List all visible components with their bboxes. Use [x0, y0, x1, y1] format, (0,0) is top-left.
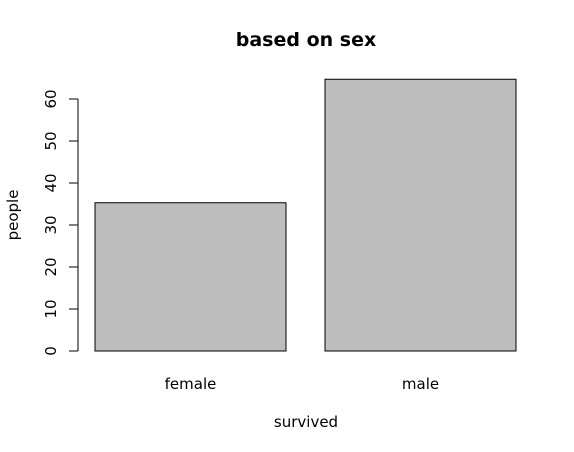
y-tick-label: 20 [42, 257, 60, 276]
x-axis-label: survived [274, 413, 338, 431]
y-tick-label: 60 [42, 89, 60, 108]
y-tick-label: 10 [42, 299, 60, 318]
y-tick-label: 40 [42, 173, 60, 192]
x-tick-label: male [402, 375, 439, 393]
chart-title: based on sex [236, 29, 376, 51]
y-axis-label: people [4, 190, 22, 241]
bar-male [324, 78, 517, 352]
y-tick-label: 50 [42, 131, 60, 150]
bars-group [94, 78, 517, 352]
x-tick-labels: female male [165, 375, 439, 393]
y-axis: 0 10 20 30 40 50 60 [42, 89, 79, 356]
y-tick-label: 0 [42, 346, 60, 356]
x-tick-label: female [165, 375, 217, 393]
y-tick-label: 30 [42, 215, 60, 234]
bar-female [94, 202, 287, 352]
